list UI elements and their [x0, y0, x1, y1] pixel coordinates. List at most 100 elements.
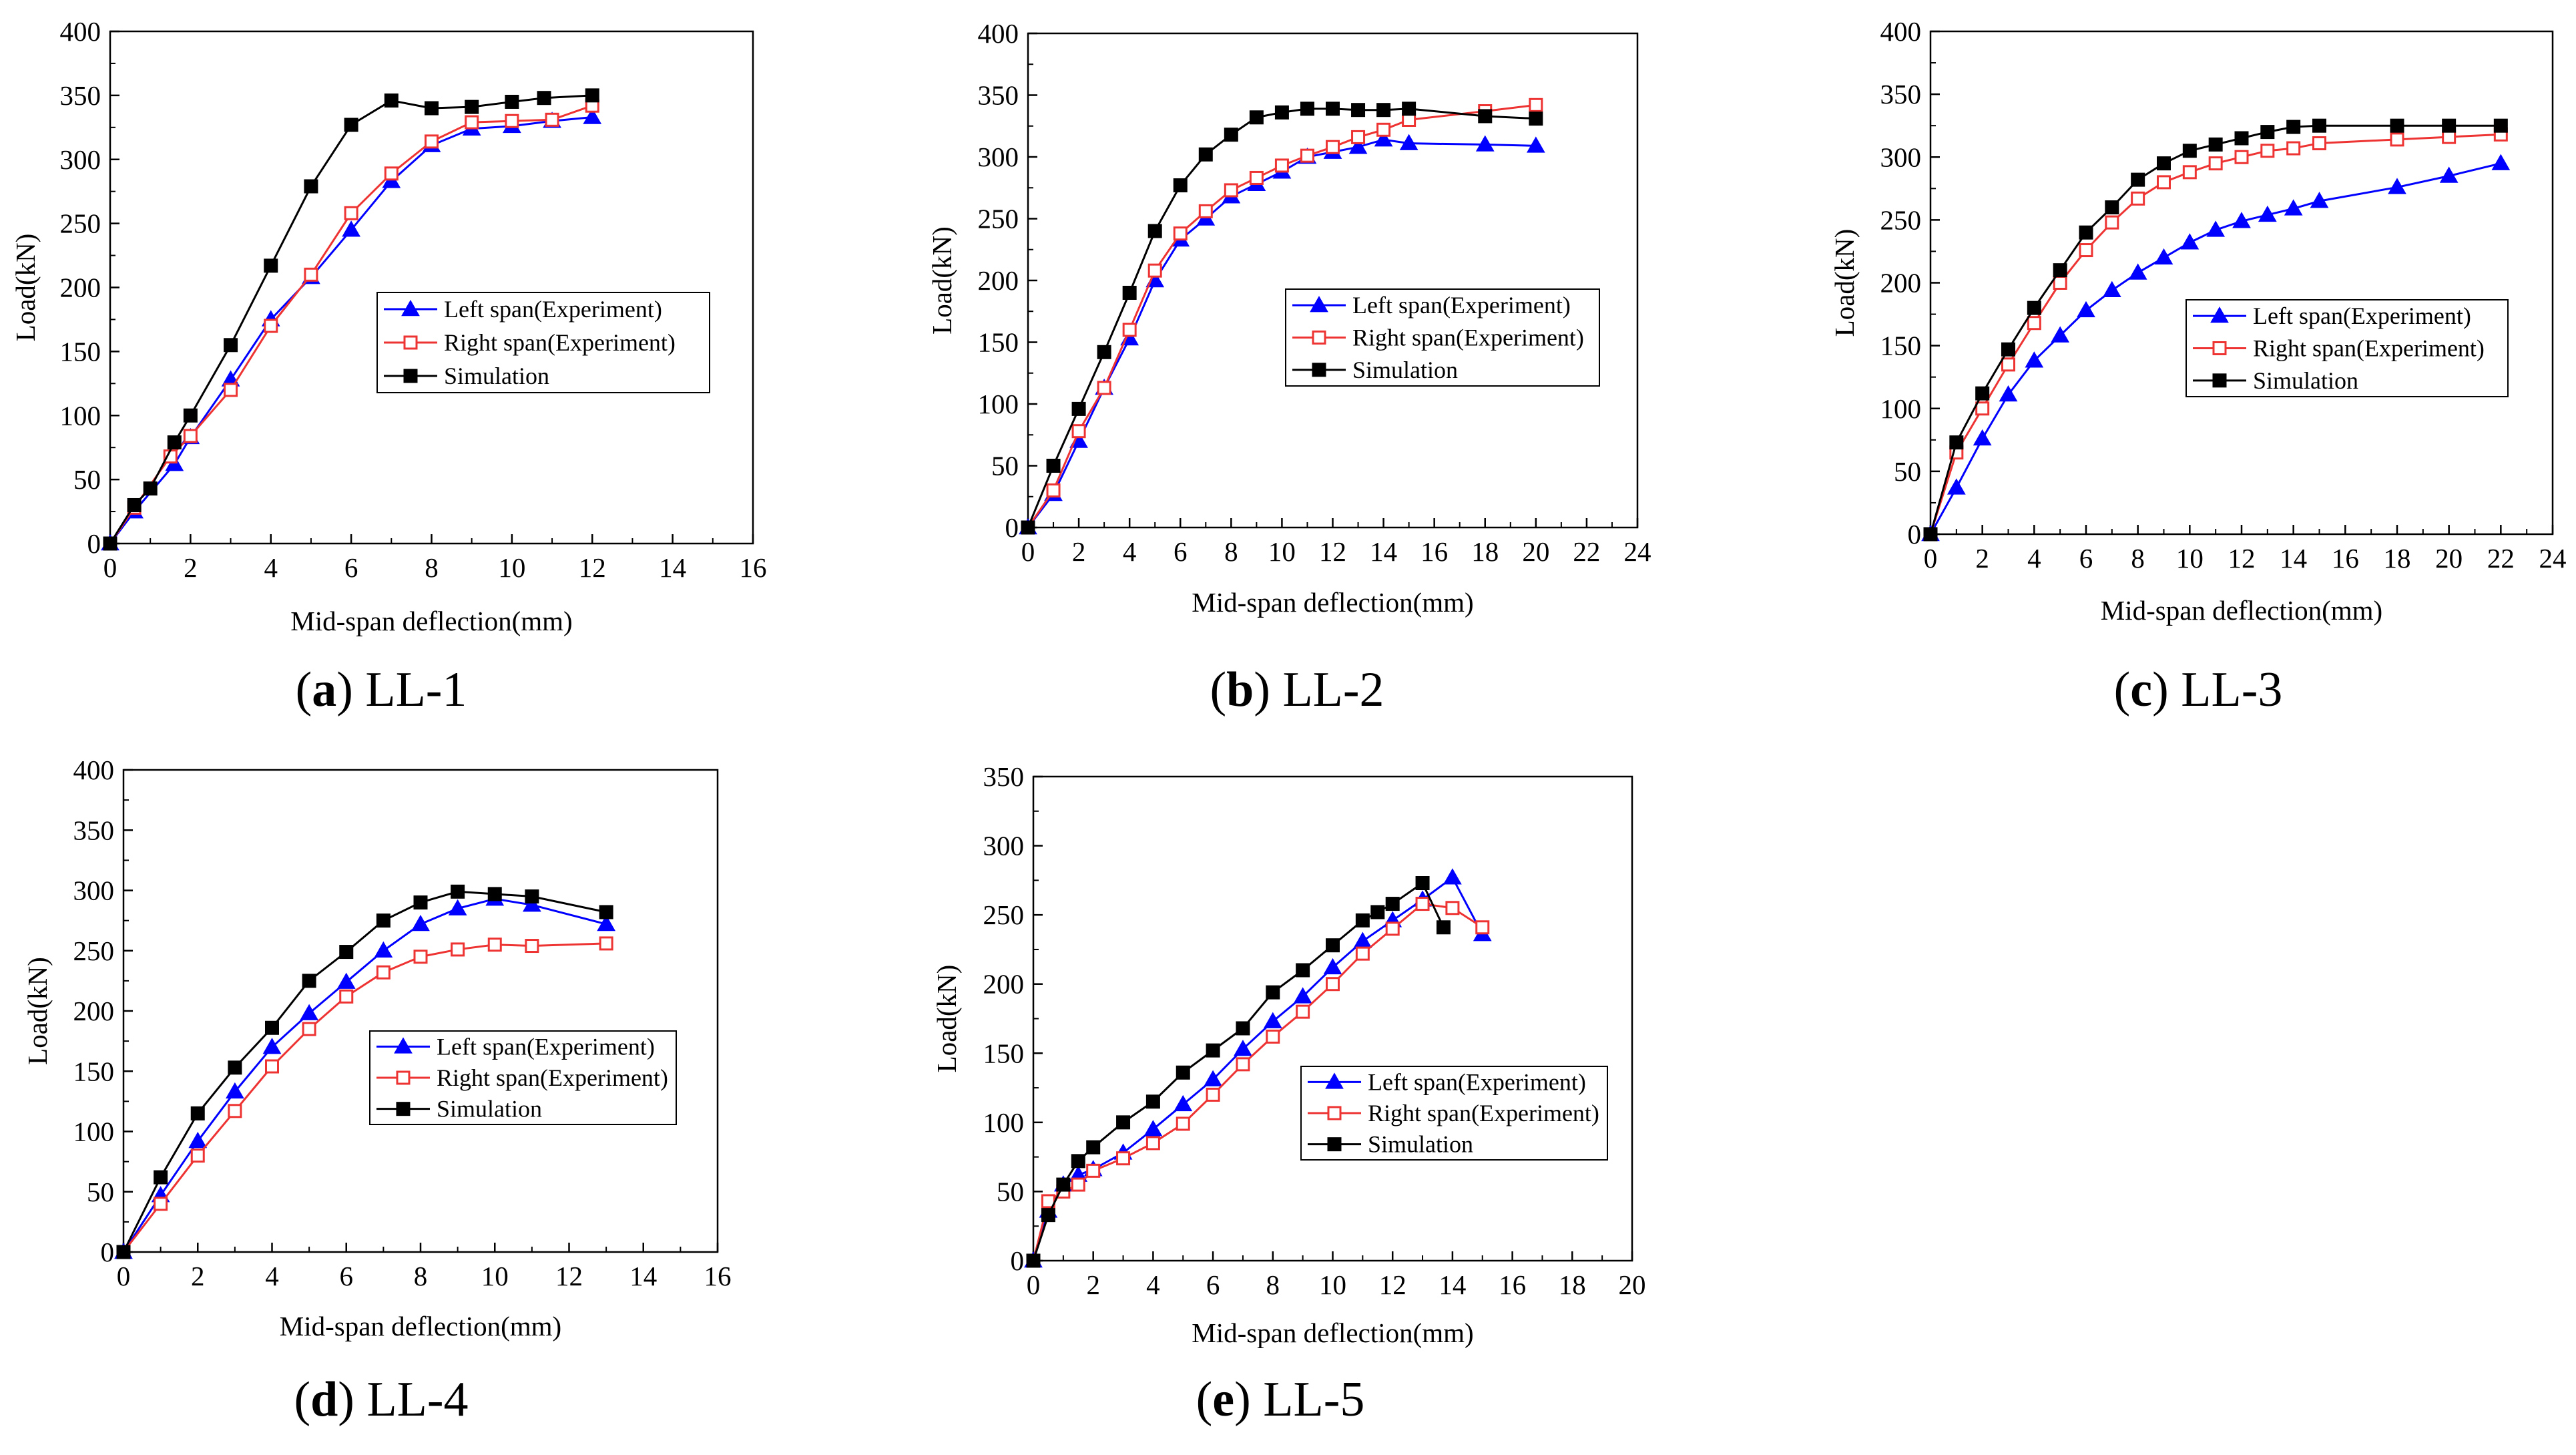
data-point — [1056, 1177, 1071, 1192]
data-point — [1263, 1012, 1282, 1028]
data-point — [599, 936, 613, 951]
x-tick-label: 10 — [498, 552, 525, 583]
data-point — [1300, 148, 1314, 163]
x-tick-label: 10 — [1319, 1269, 1346, 1300]
panel-caption: (a) LL-1 — [296, 662, 467, 717]
data-point — [1323, 958, 1342, 975]
data-point — [545, 112, 559, 127]
y-tick-label: 300 — [60, 144, 101, 175]
data-point — [302, 974, 316, 988]
data-point — [1351, 103, 1366, 118]
x-axis-title: Mid-span deflection(mm) — [280, 1311, 561, 1341]
data-point — [2260, 125, 2275, 140]
data-point — [2027, 316, 2041, 331]
data-point — [1206, 1043, 1220, 1058]
data-point — [1266, 1029, 1280, 1044]
data-point — [1041, 1208, 1055, 1223]
data-point — [1923, 527, 1938, 542]
data-point — [523, 895, 541, 912]
legend-marker — [1325, 1072, 1344, 1089]
data-point — [1097, 345, 1111, 359]
x-tick-label: 2 — [191, 1261, 205, 1291]
x-tick-label: 20 — [1522, 536, 1549, 567]
data-point — [262, 1038, 282, 1054]
data-point — [1147, 263, 1162, 278]
x-tick-label: 6 — [1174, 536, 1188, 567]
data-point — [344, 206, 358, 220]
data-point — [525, 939, 539, 954]
series-simulation — [1026, 876, 1451, 1268]
data-point — [1445, 901, 1460, 915]
y-tick-label: 100 — [978, 389, 1019, 419]
y-tick-label: 400 — [1880, 16, 1922, 47]
x-tick-label: 16 — [704, 1261, 732, 1291]
data-point — [2442, 118, 2457, 133]
x-axis-title: Mid-span deflection(mm) — [1192, 587, 1473, 618]
x-tick-label: 2 — [184, 552, 198, 583]
x-tick-label: 2 — [1086, 1269, 1100, 1300]
y-tick-label: 200 — [1880, 268, 1922, 298]
x-tick-label: 6 — [1206, 1269, 1220, 1300]
data-point — [1370, 905, 1385, 919]
x-tick-label: 10 — [1268, 536, 1296, 567]
x-axis-title: Mid-span deflection(mm) — [290, 606, 572, 636]
chart-panel-e: 0 2 4 6 8 10 12 14 16 18 20050100150200250300350Mi… — [931, 761, 1646, 1427]
x-tick-label: 8 — [1266, 1269, 1280, 1300]
data-point — [2053, 276, 2067, 290]
legend-label: Right span(Experiment) — [1368, 1100, 1599, 1126]
legend: Left span(Experiment) Right span(Experime… — [376, 292, 710, 393]
legend-label: Right span(Experiment) — [444, 329, 676, 356]
y-tick-label: 400 — [60, 16, 101, 47]
x-tick-label: 14 — [1370, 536, 1397, 567]
data-point — [1026, 1253, 1041, 1268]
y-tick-label: 350 — [1880, 79, 1922, 110]
data-point — [1296, 963, 1310, 978]
y-tick-label: 400 — [73, 755, 115, 785]
data-point — [1176, 1065, 1190, 1080]
data-point — [143, 481, 158, 496]
data-point — [1415, 897, 1430, 911]
data-point — [1224, 183, 1238, 198]
data-point — [1436, 920, 1451, 935]
x-tick-label: 8 — [1224, 536, 1238, 567]
data-point — [1097, 381, 1111, 395]
data-point — [1355, 913, 1370, 927]
data-point — [2180, 233, 2200, 250]
x-tick-label: 0 — [1924, 543, 1938, 574]
data-point — [1293, 987, 1312, 1004]
x-tick-label: 6 — [344, 552, 358, 583]
data-point — [374, 941, 393, 958]
data-point — [183, 408, 198, 423]
data-point — [1326, 977, 1340, 992]
data-point — [1274, 105, 1289, 120]
data-point — [1198, 147, 1213, 162]
data-point — [228, 1060, 242, 1075]
data-point — [1475, 135, 1495, 152]
data-point — [302, 1022, 316, 1036]
x-tick-label: 0 — [1027, 1269, 1041, 1300]
y-tick-label: 200 — [983, 969, 1025, 1000]
data-point — [525, 889, 539, 904]
data-point — [1071, 424, 1086, 439]
data-point — [1385, 897, 1400, 911]
data-point — [1236, 1021, 1250, 1036]
data-point — [154, 1197, 168, 1211]
data-point — [1206, 1087, 1220, 1102]
data-point — [1116, 1151, 1131, 1166]
y-tick-label: 100 — [1880, 393, 1922, 424]
legend-marker — [401, 299, 420, 317]
y-tick-label: 0 — [1005, 512, 1019, 543]
legend-label: Simulation — [444, 363, 549, 389]
series-right-span-experiment- — [103, 98, 599, 551]
legend-label: Simulation — [2253, 367, 2358, 394]
y-axis-title: Load(kN) — [1829, 229, 1860, 337]
data-point — [1385, 921, 1400, 936]
data-point — [1355, 946, 1370, 961]
series-simulation — [1923, 118, 2508, 542]
x-axis-title: Mid-span deflection(mm) — [1192, 1317, 1473, 1348]
legend-marker — [1327, 1106, 1342, 1120]
data-point — [1204, 1070, 1222, 1086]
legend-label: Simulation — [1352, 357, 1458, 383]
data-point — [344, 118, 358, 132]
data-point — [2079, 225, 2093, 240]
